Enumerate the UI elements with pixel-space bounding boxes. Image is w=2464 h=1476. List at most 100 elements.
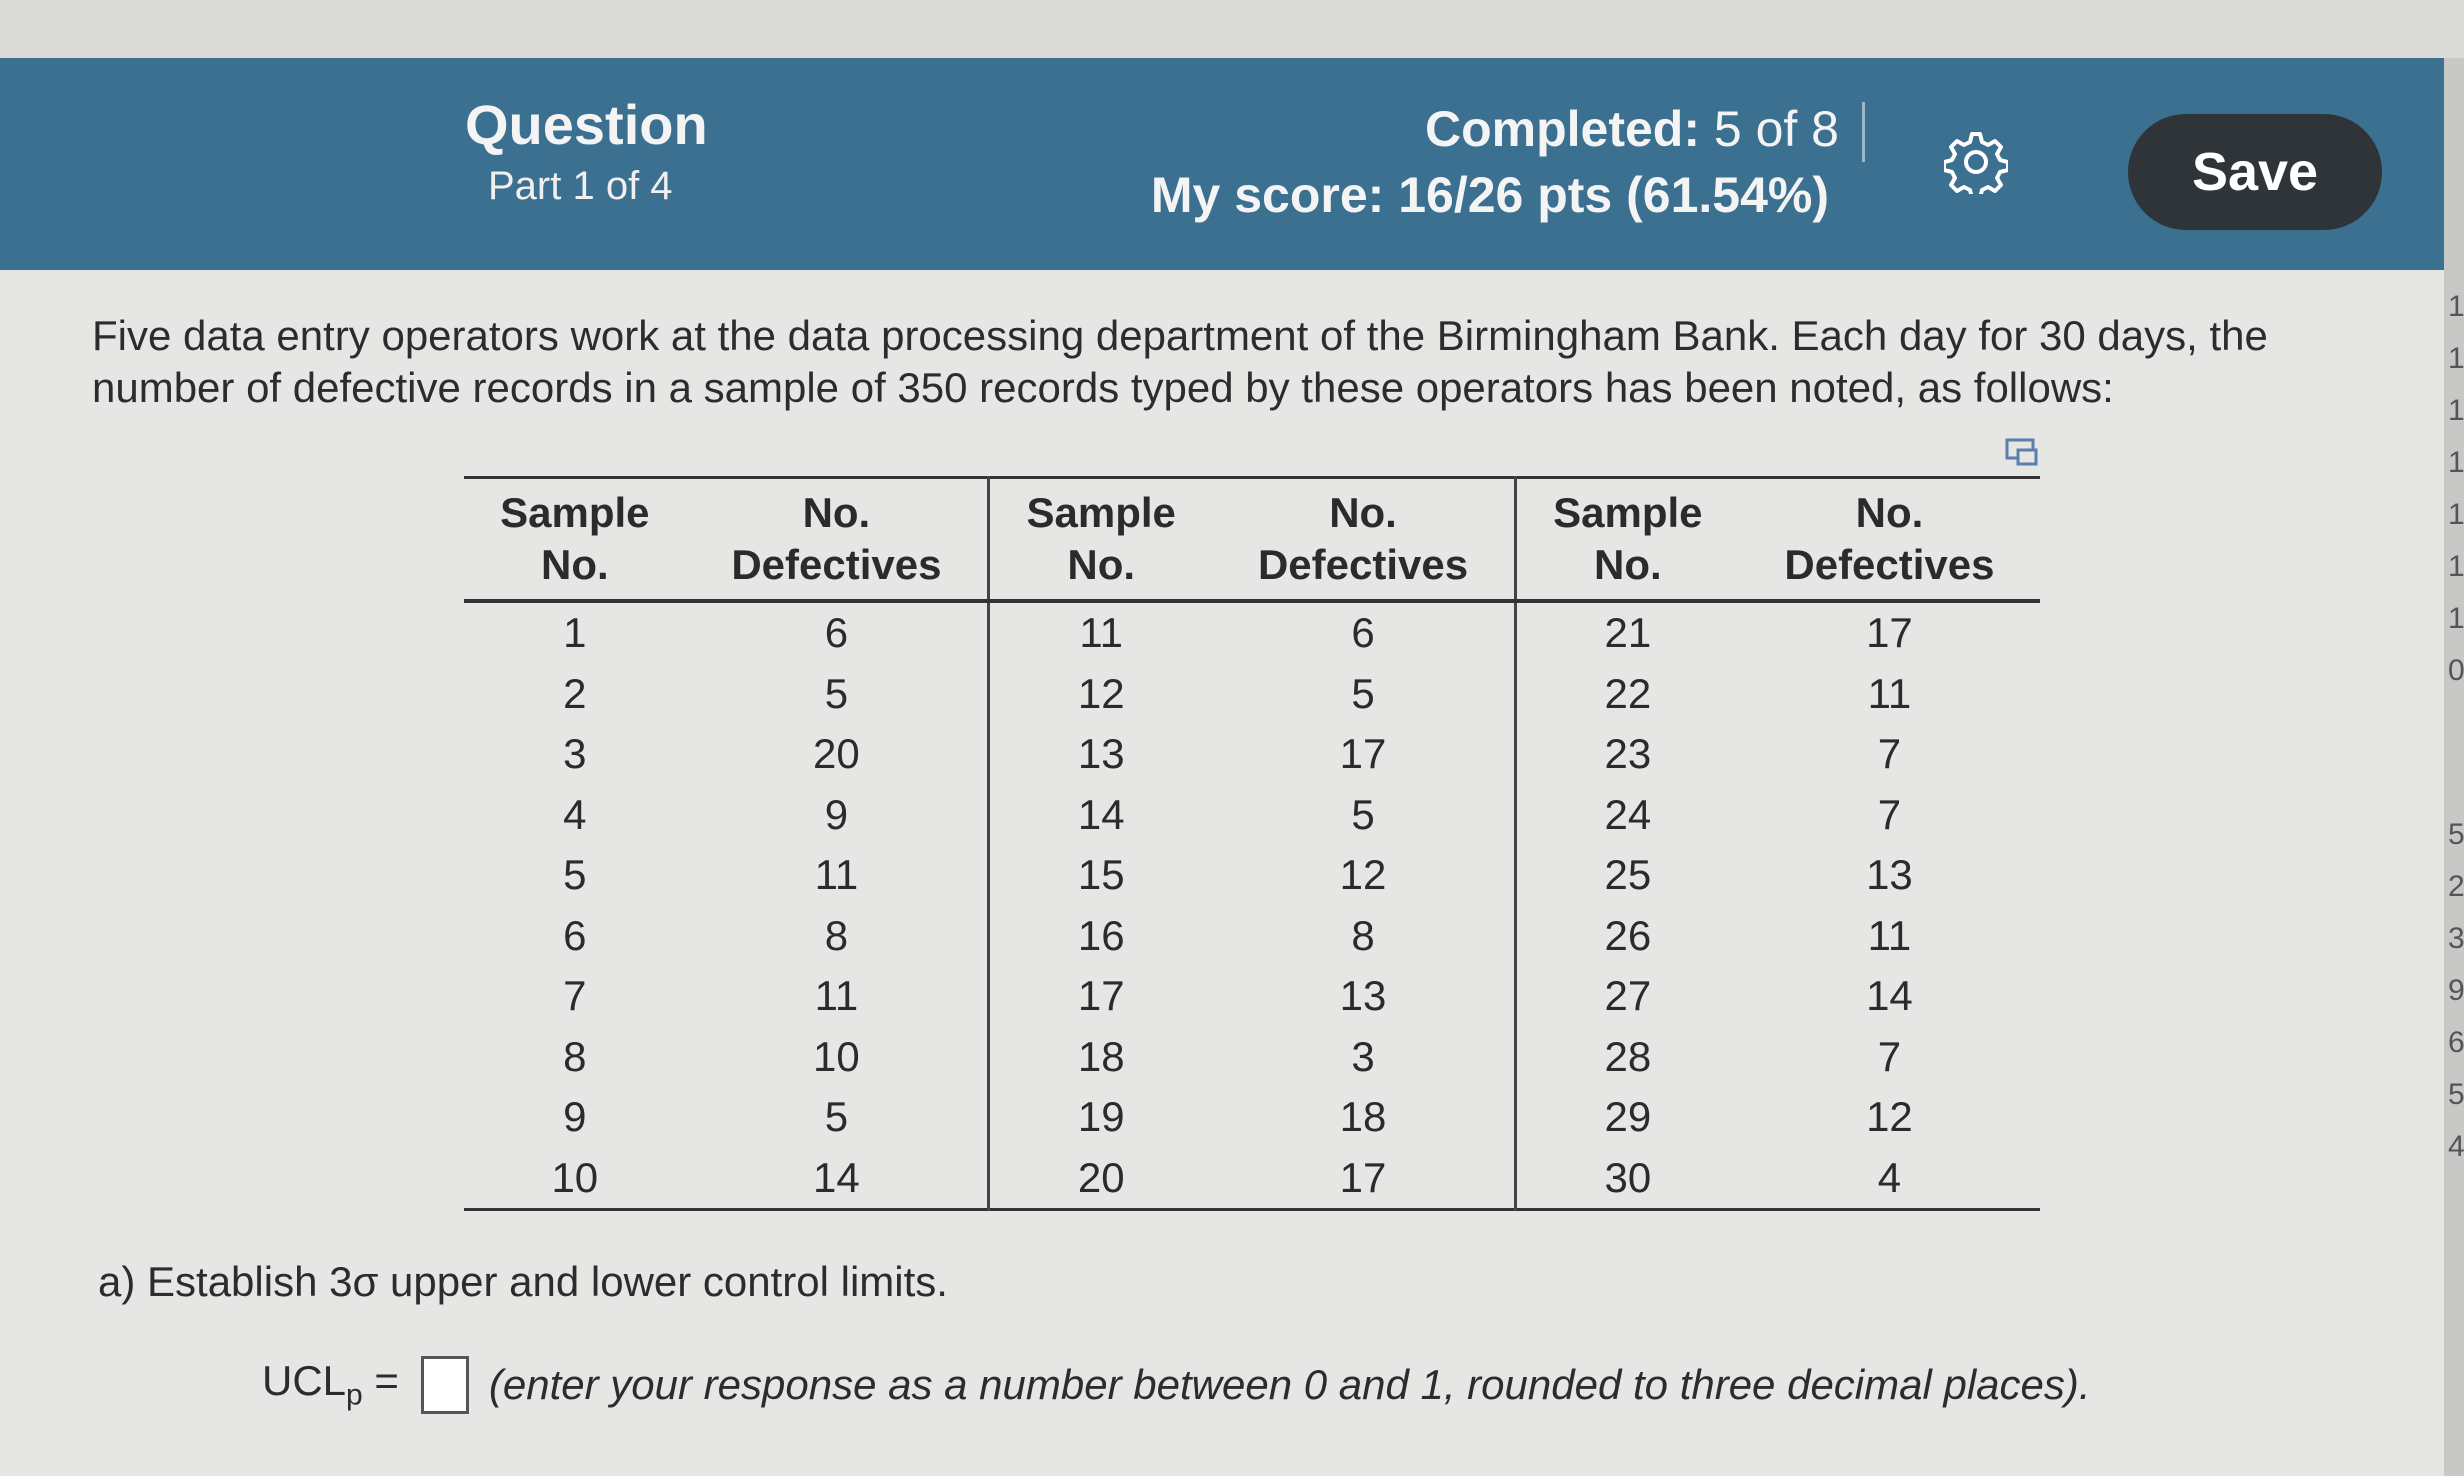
expand-icon[interactable] xyxy=(2004,434,2040,470)
browser-top-strip xyxy=(0,0,2464,58)
table-cell: 4 xyxy=(1877,1153,1902,1201)
table-cell: 18 xyxy=(1077,1032,1125,1080)
score-value: 16/26 pts (61.54%) xyxy=(1398,167,1829,223)
table-cell: 9 xyxy=(685,784,991,845)
completed-status: Completed: 5 of 8 xyxy=(1425,100,1839,158)
table-cell: 27 xyxy=(1604,972,1652,1020)
table-cell: 17 xyxy=(1077,972,1125,1020)
table-cell: 12 xyxy=(1077,669,1125,717)
table-cell: 20 xyxy=(685,724,991,785)
table-body: 1 6 11 6 21 17 2 5 12 5 22 11 3 20 13 17 23 7 4 9 14 5 24 7 5 11 1… xyxy=(464,601,2040,1210)
table-cell: 17 xyxy=(1866,609,1913,657)
completed-label: Completed: xyxy=(1424,101,1700,157)
edge-glyph: 1 xyxy=(2448,550,2464,583)
table-cell: 11 xyxy=(1867,669,1912,717)
table-cell: 7 xyxy=(563,972,587,1020)
table-cell: 5 xyxy=(685,663,991,724)
table-row: 9 5 19 18 29 12 xyxy=(464,1087,2040,1148)
ucl-label: UCLp = xyxy=(262,1357,399,1412)
table-cell: 15 xyxy=(1077,851,1125,899)
edge-glyph: 2 xyxy=(2448,870,2464,903)
table-cell: 13 xyxy=(1866,851,1913,899)
ucl-answer-row: UCLp = (enter your response as a number … xyxy=(262,1356,2091,1414)
ucl-hint: (enter your response as a number between… xyxy=(488,1361,2091,1408)
table-cell: 4 xyxy=(563,790,587,838)
table-cell: 3 xyxy=(1212,1026,1517,1087)
table-cell: 8 xyxy=(563,1032,587,1080)
edge-glyph: 1 xyxy=(2448,290,2464,323)
col-sample-no-3: Sample No. xyxy=(1553,489,1703,588)
score-label: My score: xyxy=(1150,167,1385,223)
question-content: Five data entry operators work at the da… xyxy=(0,270,2444,1476)
table-row: 3 20 13 17 23 7 xyxy=(464,724,2040,785)
table-cell: 11 xyxy=(1079,609,1123,657)
ucl-input[interactable] xyxy=(420,1356,469,1414)
table-row: 6 8 16 8 26 11 xyxy=(464,905,2040,966)
question-title: Question xyxy=(465,93,708,156)
table-row: 8 10 18 3 28 7 xyxy=(464,1026,2040,1087)
table-cell: 11 xyxy=(685,966,991,1027)
table-cell: 6 xyxy=(563,911,587,959)
problem-intro: Five data entry operators work at the da… xyxy=(92,312,2268,411)
my-score: My score: 16/26 pts (61.54%) xyxy=(1151,166,1829,224)
table-cell: 5 xyxy=(563,851,587,899)
table-cell: 3 xyxy=(563,730,587,778)
table-cell: 18 xyxy=(1212,1087,1517,1148)
table-cell: 11 xyxy=(685,845,991,906)
edge-glyph: 6 xyxy=(2448,1026,2464,1059)
table-cell: 5 xyxy=(685,1087,991,1148)
table-cell: 17 xyxy=(1212,1147,1517,1210)
col-sample-no-2: Sample No. xyxy=(1026,489,1176,588)
question-part: Part 1 of 4 xyxy=(488,164,673,208)
gear-icon[interactable] xyxy=(1944,130,2008,194)
table-cell: 29 xyxy=(1604,1093,1652,1141)
col-defectives-3: No. Defectives xyxy=(1784,489,1995,588)
table-cell: 8 xyxy=(685,905,991,966)
table-cell: 12 xyxy=(1866,1093,1913,1141)
table-cell: 14 xyxy=(685,1147,991,1210)
save-button[interactable]: Save xyxy=(2128,114,2382,230)
table-cell: 14 xyxy=(1077,790,1125,838)
edge-glyph: 1 xyxy=(2448,498,2464,531)
table-cell: 14 xyxy=(1866,972,1913,1020)
table-cell: 5 xyxy=(1212,784,1517,845)
edge-glyph: 1 xyxy=(2448,446,2464,479)
table-cell: 30 xyxy=(1604,1153,1652,1201)
completed-value: 5 of 8 xyxy=(1713,101,1839,157)
edge-glyph: 9 xyxy=(2448,974,2464,1007)
table-row: 4 9 14 5 24 7 xyxy=(464,784,2040,845)
header-divider xyxy=(1862,102,1865,162)
table-cell: 21 xyxy=(1604,609,1652,657)
table-cell: 6 xyxy=(1212,601,1517,664)
col-defectives-1: No. Defectives xyxy=(685,477,991,601)
table-row: 7 11 17 13 27 14 xyxy=(464,966,2040,1027)
table-header-row: Sample No. No. Defectives Sample No. No. Def… xyxy=(464,477,2040,601)
edge-glyph: 5 xyxy=(2448,1078,2464,1111)
table-cell: 11 xyxy=(1867,911,1912,959)
table-cell: 17 xyxy=(1212,724,1517,785)
table-cell: 20 xyxy=(1077,1153,1125,1201)
table-cell: 7 xyxy=(1877,730,1902,778)
table-cell: 12 xyxy=(1212,845,1517,906)
part-a-prompt: a) Establish 3σ upper and lower control … xyxy=(98,1258,948,1305)
table-cell: 1 xyxy=(563,609,587,657)
adjacent-window-edge: 1 1 1 1 1 1 1 0 5 2 3 9 6 5 4 xyxy=(2444,58,2464,1476)
col-sample-no-1: Sample No. xyxy=(500,489,650,588)
col-defectives-2: No. Defectives xyxy=(1212,477,1517,601)
table-cell: 7 xyxy=(1877,790,1902,838)
table-cell: 16 xyxy=(1077,911,1125,959)
edge-glyph: 4 xyxy=(2448,1130,2464,1163)
table-cell: 8 xyxy=(1212,905,1517,966)
defectives-table: Sample No. No. Defectives Sample No. No. Def… xyxy=(464,476,2040,1211)
table-cell: 7 xyxy=(1877,1032,1902,1080)
table-cell: 25 xyxy=(1604,851,1652,899)
table-cell: 28 xyxy=(1604,1032,1652,1080)
table-cell: 9 xyxy=(563,1093,587,1141)
table-row: 1 6 11 6 21 17 xyxy=(464,601,2040,664)
table-cell: 6 xyxy=(685,601,991,664)
table-cell: 19 xyxy=(1077,1093,1125,1141)
question-header: Question Part 1 of 4 Completed: 5 of 8 M… xyxy=(0,58,2444,270)
table-cell: 2 xyxy=(563,669,587,717)
edge-glyph: 1 xyxy=(2448,602,2464,635)
table-cell: 10 xyxy=(551,1153,599,1201)
